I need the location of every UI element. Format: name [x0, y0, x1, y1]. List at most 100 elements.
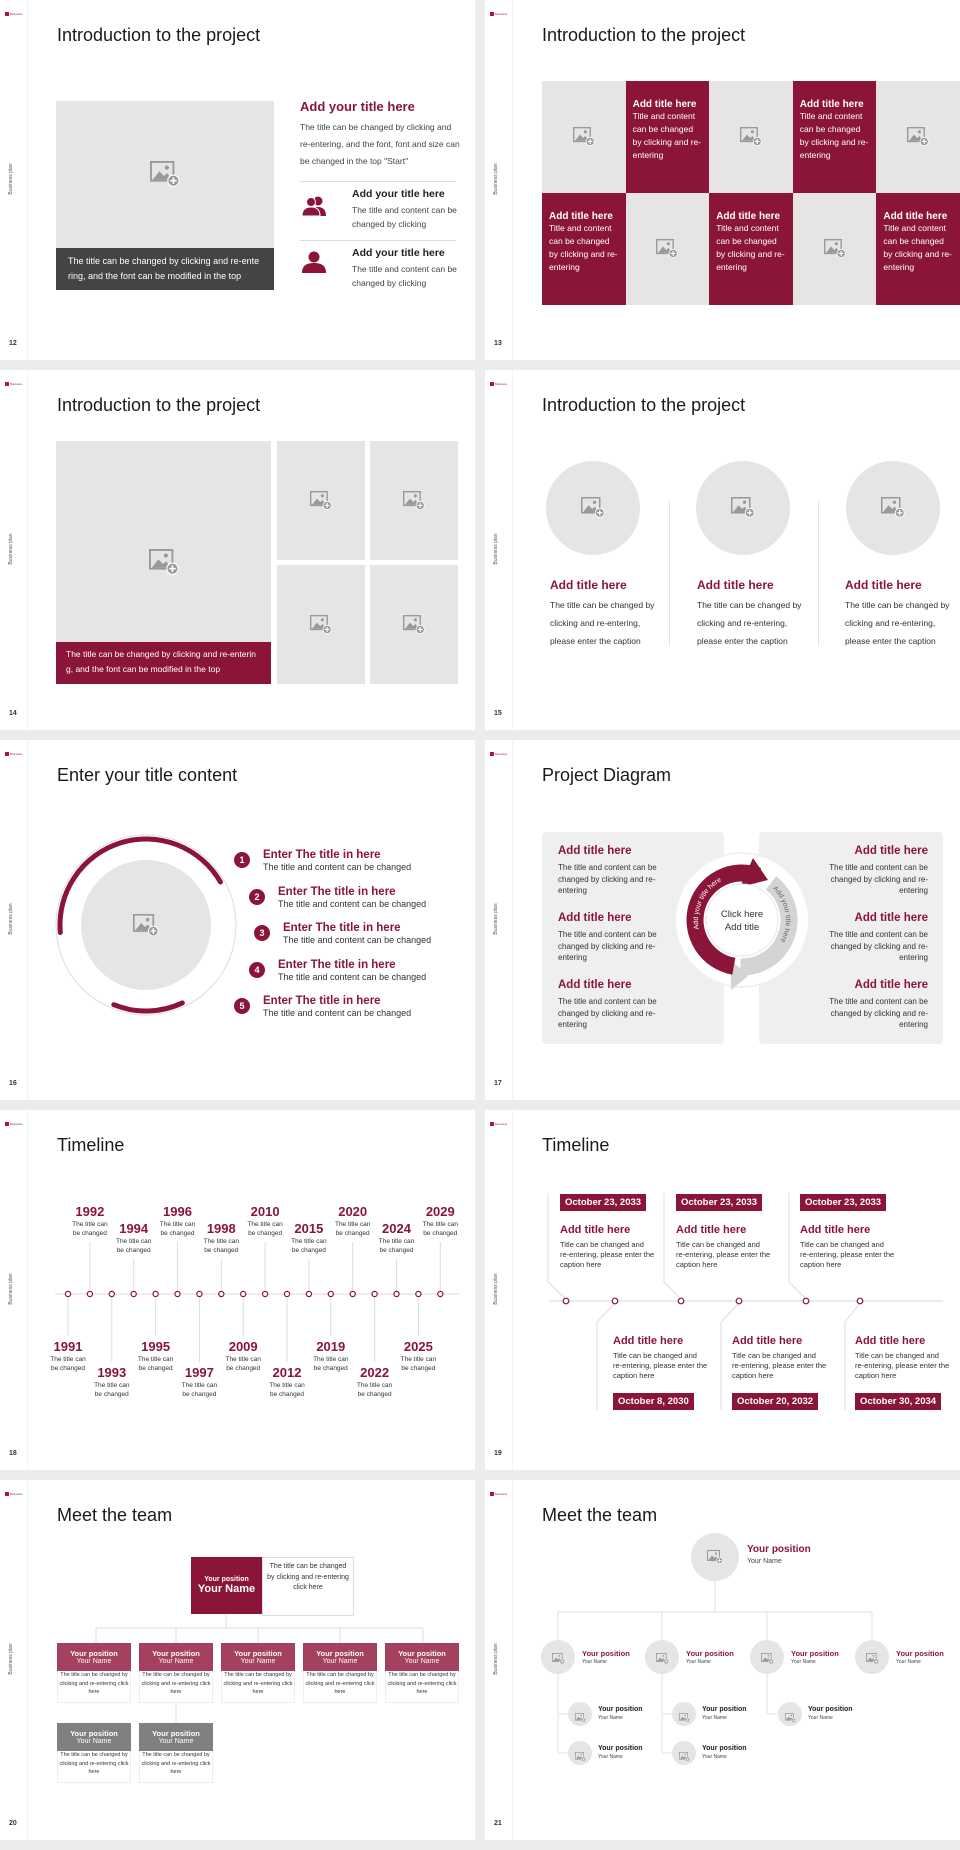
staff-photo[interactable] — [778, 1702, 802, 1726]
logo-text: Business — [10, 381, 23, 386]
item-text: The title and content can be changed by … — [558, 930, 657, 962]
logo: Business — [5, 1121, 27, 1126]
event-year: 2015 — [294, 1221, 324, 1236]
staff-name: Your Name — [808, 1715, 833, 1721]
group-icon — [301, 196, 328, 221]
slide-13[interactable]: Business Business plan 13 Introduction to t… — [485, 0, 960, 360]
grid-image-placeholder[interactable] — [542, 81, 626, 193]
member-card[interactable]: Your position Your Name — [303, 1643, 377, 1671]
staff-position: Your position — [598, 1745, 643, 1752]
member-name: Your Name — [322, 1658, 358, 1665]
grid-image-placeholder[interactable] — [876, 81, 960, 193]
timeline-dot — [108, 1290, 116, 1298]
timeline-dot — [735, 1297, 743, 1305]
item-title: Add title here — [550, 578, 627, 592]
item-text: The title and content can be changed by … — [558, 997, 657, 1029]
slide-number: 16 — [9, 1080, 17, 1087]
slide-19[interactable]: Business Business plan 19 Timeline October 2… — [485, 1110, 960, 1470]
staff-photo[interactable] — [568, 1741, 592, 1765]
event-year: 2009 — [228, 1339, 258, 1354]
grid-text-cell[interactable]: Add title here Title and content can be c… — [876, 193, 960, 305]
leader-photo[interactable] — [691, 1533, 739, 1581]
logo-text: Business — [495, 1491, 508, 1496]
manager-photo[interactable] — [541, 1640, 575, 1674]
date-badge: October 30, 2034 — [855, 1393, 942, 1410]
logo-mark — [490, 751, 494, 756]
member-position: Your position — [316, 1649, 364, 1658]
manager-photo[interactable] — [855, 1640, 889, 1674]
staff-photo[interactable] — [672, 1702, 696, 1726]
gray-arrow-arc — [740, 876, 798, 976]
member-card[interactable]: Your position Your Name — [221, 1643, 295, 1671]
slide-17[interactable]: Business Business plan 17 Project Diagram Ad… — [485, 740, 960, 1100]
logo-text: Business — [495, 1121, 508, 1126]
member-description: The title can be changed by clicking and… — [57, 1671, 131, 1703]
image-placeholder-icon — [655, 1651, 669, 1665]
slide-title: Introduction to the project — [57, 395, 261, 415]
grid-image-placeholder[interactable] — [709, 81, 793, 193]
timeline-dot — [86, 1290, 94, 1298]
grid-image-placeholder[interactable] — [792, 193, 877, 305]
logo-text: Business — [10, 751, 23, 756]
event-text: The title can be changed — [159, 1221, 196, 1237]
logo: Business — [5, 751, 27, 756]
slide-12[interactable]: Business Business plan 12 Introduction to t… — [0, 0, 475, 360]
member-card[interactable]: Your position Your Name — [57, 1723, 131, 1751]
staff-position: Your position — [702, 1745, 747, 1752]
timeline-dot — [415, 1290, 422, 1298]
number-badge: 3 — [254, 925, 270, 941]
image-placeholder-circle[interactable] — [696, 461, 790, 555]
manager-photo[interactable] — [645, 1640, 679, 1674]
image-placeholder[interactable] — [56, 101, 274, 248]
member-card[interactable]: Your position Your Name — [385, 1643, 459, 1671]
cell-title: Add title here — [799, 99, 864, 110]
event-text: Title can be changed and re-entering, pl… — [732, 1351, 827, 1380]
slide-18[interactable]: Business Business plan 18 Timeline 1991 The t… — [0, 1110, 475, 1470]
staff-position: Your position — [808, 1706, 853, 1713]
heading: Add your title here — [300, 99, 415, 114]
event-text: The title can be changed — [94, 1382, 130, 1398]
logo: Business — [5, 381, 27, 386]
slide-21[interactable]: Business Business plan 21 Meet the team Your… — [485, 1480, 960, 1840]
member-position: Your position — [70, 1649, 118, 1658]
number-badge: 1 — [234, 852, 250, 868]
grid-image-placeholder[interactable] — [625, 193, 710, 305]
item-title: Add title here — [845, 578, 922, 592]
manager-photo[interactable] — [750, 1640, 784, 1674]
leader-card[interactable]: Your position Your Name — [191, 1557, 262, 1614]
slide-15[interactable]: Business Business plan 15 Introduction to t… — [485, 370, 960, 730]
logo-mark — [490, 381, 494, 386]
divider — [669, 501, 670, 646]
grid-text-cell[interactable]: Add title here Title and content can be c… — [542, 193, 626, 305]
member-description: The title can be changed by clicking and… — [57, 1751, 131, 1783]
grid-text-cell[interactable]: Add title here Title and content can be c… — [709, 193, 793, 305]
image-placeholder-icon — [823, 239, 846, 259]
image-placeholder[interactable] — [277, 441, 365, 560]
image-placeholder[interactable] — [370, 565, 458, 684]
event-text: Title can be changed and re-entering, pl… — [855, 1351, 950, 1380]
member-description: The title can be changed by clicking and… — [303, 1671, 377, 1703]
item-text: The title and content can be changed by … — [352, 205, 457, 229]
staff-photo[interactable] — [568, 1702, 592, 1726]
image-placeholder-icon — [133, 913, 159, 937]
red-arrowhead — [740, 858, 768, 887]
slide-16[interactable]: Business Business plan 16 Enter your title … — [0, 740, 475, 1100]
staff-photo[interactable] — [672, 1741, 696, 1765]
slide-title: Timeline — [542, 1135, 610, 1155]
event-text: The title can be changed — [115, 1238, 152, 1254]
member-card[interactable]: Your position Your Name — [139, 1723, 213, 1751]
image-placeholder[interactable] — [277, 565, 365, 684]
image-placeholder-circle[interactable] — [546, 461, 640, 555]
timeline-axis — [55, 1242, 460, 1362]
slide-20[interactable]: Business Business plan 20 Meet the team Your… — [0, 1480, 475, 1840]
side-label: Business plan — [8, 533, 14, 565]
image-placeholder[interactable] — [370, 441, 458, 560]
slide-14[interactable]: Business Business plan 14 Introduction to t… — [0, 370, 475, 730]
image-placeholder-icon — [574, 1748, 586, 1762]
image-placeholder-circle[interactable] — [81, 860, 211, 990]
member-card[interactable]: Your position Your Name — [139, 1643, 213, 1671]
image-placeholder-circle[interactable] — [846, 461, 940, 555]
grid-text-cell[interactable]: Add title here Title and content can be c… — [792, 81, 877, 193]
grid-text-cell[interactable]: Add title here Title and content can be c… — [625, 81, 710, 193]
member-card[interactable]: Your position Your Name — [57, 1643, 131, 1671]
